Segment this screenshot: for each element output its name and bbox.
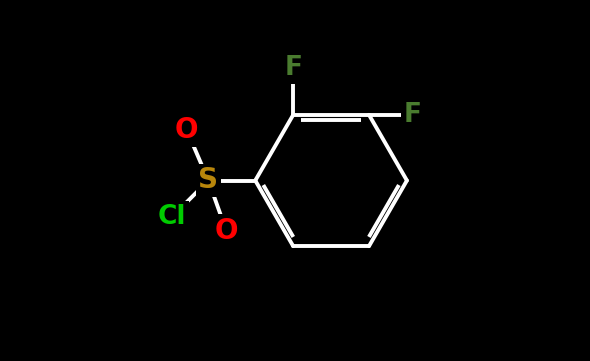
Text: S: S bbox=[198, 166, 218, 195]
Text: F: F bbox=[284, 55, 302, 81]
Text: O: O bbox=[175, 116, 198, 144]
Text: O: O bbox=[215, 217, 238, 245]
Text: F: F bbox=[404, 102, 421, 128]
Text: Cl: Cl bbox=[158, 204, 186, 230]
